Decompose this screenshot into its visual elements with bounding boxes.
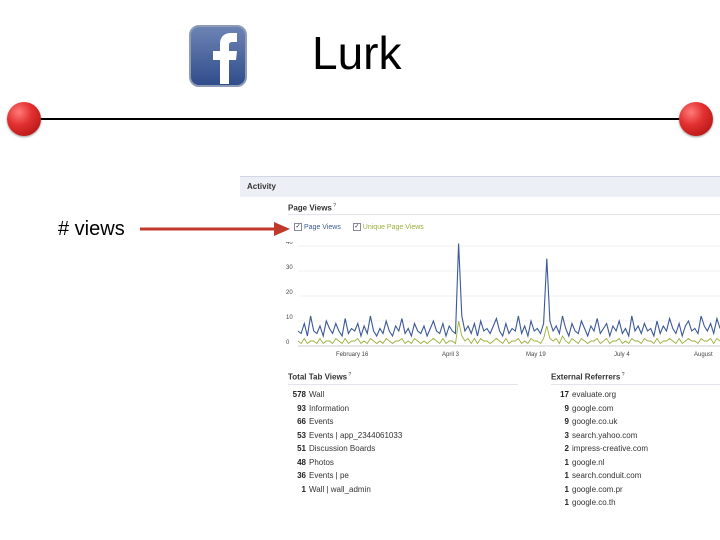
total-tab-views-title: Total Tab Views ? xyxy=(288,372,518,382)
page-views-title: Page Views ? xyxy=(288,203,336,213)
item-count: 1 xyxy=(564,471,569,480)
unique-page-views-checkbox[interactable]: ✓ xyxy=(352,223,361,231)
y-tick-label: 20 xyxy=(286,290,293,296)
item-count: 3 xyxy=(564,430,569,440)
item-count: 17 xyxy=(560,390,569,399)
activity-label: Activity xyxy=(247,182,276,191)
list-item: 1 search.conduit.com xyxy=(551,469,720,483)
item-label[interactable]: evaluate.org xyxy=(572,390,617,399)
timeline-rail xyxy=(24,118,696,120)
y-tick-label: 0 xyxy=(286,340,290,346)
item-label[interactable]: google.co.th xyxy=(572,498,616,507)
list-item: 36 Events | pe xyxy=(288,469,518,483)
item-label[interactable]: Discussion Boards xyxy=(309,444,376,453)
list-item: 2 impress-creative.com xyxy=(551,442,720,456)
item-label[interactable]: Events | app_2344061033 xyxy=(309,430,403,440)
list-item: 17 evaluate.org xyxy=(551,388,720,402)
divider xyxy=(288,214,720,215)
y-tick-label: 10 xyxy=(286,315,293,321)
list-item: 66 Events xyxy=(288,415,518,429)
x-tick-label: July 4 xyxy=(614,352,630,358)
page-views-chart: 0 10 20 30 40 February 16 April 3 May 19 July 4 A… xyxy=(286,242,720,358)
item-count: 36 xyxy=(297,471,306,480)
legend-page-views[interactable]: Page Views xyxy=(304,223,341,231)
list-item: 1 google.nl xyxy=(551,456,720,470)
list-item: 9 google.co.uk xyxy=(551,415,720,429)
item-label[interactable]: google.nl xyxy=(572,457,605,467)
list-item: 1 Wall | wall_admin xyxy=(288,483,518,497)
insights-panel: Activity Page Views ? ✓ Page Views ✓ Uniqu… xyxy=(240,176,720,540)
series-line-unique-page-views xyxy=(297,320,720,345)
help-icon[interactable]: ? xyxy=(620,372,625,378)
item-label[interactable]: impress-creative.com xyxy=(572,444,649,453)
list-item: 53 Events | app_2344061033 xyxy=(288,429,518,443)
list-item: 578 Wall xyxy=(288,388,518,402)
item-count: 1 xyxy=(301,484,306,494)
item-label[interactable]: Events xyxy=(309,417,334,426)
list-item: 48 Photos xyxy=(288,456,518,470)
timeline-dot-right xyxy=(679,102,713,136)
item-label[interactable]: search.yahoo.com xyxy=(572,430,638,440)
item-label[interactable]: Information xyxy=(309,403,350,413)
item-count: 66 xyxy=(297,417,306,426)
item-label[interactable]: google.com.pr xyxy=(572,484,623,494)
chart-legend: ✓ Page Views ✓ Unique Page Views xyxy=(294,223,424,233)
y-tick-label: 30 xyxy=(286,265,293,271)
item-count: 9 xyxy=(564,417,569,426)
external-referrers-title: External Referrers ? xyxy=(551,372,720,382)
referrers-list: 17 evaluate.org 9 google.com 9 google.co.uk 3 s… xyxy=(551,388,720,510)
external-referrers: External Referrers ? 17 evaluate.org 9 goog… xyxy=(551,372,720,510)
views-label: # views xyxy=(58,218,125,240)
x-tick-label: August xyxy=(694,352,713,358)
item-label[interactable]: Events | pe xyxy=(309,471,349,480)
y-tick-label: 40 xyxy=(286,242,293,246)
item-label[interactable]: Wall | wall_admin xyxy=(309,484,371,494)
list-item: 1 google.co.th xyxy=(551,496,720,510)
item-count: 53 xyxy=(297,430,306,440)
list-item: 1 google.com.pr xyxy=(551,483,720,497)
x-tick-label: February 16 xyxy=(336,352,369,358)
list-item: 3 search.yahoo.com xyxy=(551,429,720,443)
item-label[interactable]: search.conduit.com xyxy=(572,471,642,480)
series-line-page-views xyxy=(297,243,720,339)
x-tick-label: May 19 xyxy=(526,352,546,358)
item-count: 93 xyxy=(297,403,306,413)
total-tab-views-title-text: Total Tab Views xyxy=(288,372,348,382)
tab-views-list: 578 Wall 93 Information 66 Events 53 Events | a… xyxy=(288,388,518,496)
item-count: 578 xyxy=(292,390,306,399)
facebook-f-icon xyxy=(189,25,247,87)
item-count: 9 xyxy=(564,403,569,413)
help-icon[interactable]: ? xyxy=(331,203,337,209)
item-label[interactable]: google.co.uk xyxy=(572,417,618,426)
item-label[interactable]: Photos xyxy=(309,457,334,467)
help-icon[interactable]: ? xyxy=(347,372,352,378)
item-count: 2 xyxy=(564,444,569,453)
activity-header: Activity xyxy=(240,176,720,197)
timeline-dot-left xyxy=(7,102,41,136)
item-count: 48 xyxy=(297,457,306,467)
divider xyxy=(288,384,518,385)
item-count: 51 xyxy=(297,444,306,453)
item-label[interactable]: Wall xyxy=(309,390,325,399)
x-tick-label: April 3 xyxy=(442,352,460,358)
slide-title: Lurk xyxy=(312,27,402,79)
external-referrers-title-text: External Referrers xyxy=(551,372,621,382)
item-count: 1 xyxy=(564,457,569,467)
page-views-title-text: Page Views xyxy=(288,203,332,213)
page-views-checkbox[interactable]: ✓ xyxy=(294,223,302,231)
legend-unique-page-views[interactable]: Unique Page Views xyxy=(362,223,424,231)
divider xyxy=(551,384,720,385)
item-label[interactable]: google.com xyxy=(572,403,614,413)
list-item: 51 Discussion Boards xyxy=(288,442,518,456)
item-count: 1 xyxy=(564,484,569,494)
item-count: 1 xyxy=(564,498,569,507)
pointer-arrow-icon xyxy=(140,222,290,236)
total-tab-views: Total Tab Views ? 578 Wall 93 Information 66… xyxy=(288,372,518,496)
list-item: 9 google.com xyxy=(551,402,720,416)
list-item: 93 Information xyxy=(288,402,518,416)
